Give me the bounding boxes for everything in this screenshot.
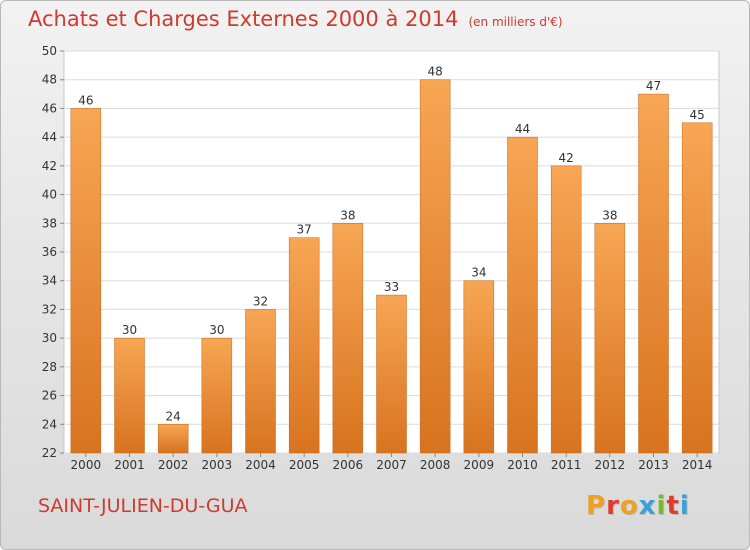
logo-letter: r — [606, 491, 620, 521]
bar — [550, 165, 582, 454]
x-tick-label: 2008 — [420, 458, 451, 472]
data-label: 37 — [297, 223, 312, 237]
data-label: 47 — [646, 79, 661, 93]
x-tick-label: 2012 — [595, 458, 626, 472]
x-tick-label: 2011 — [551, 458, 582, 472]
bar — [70, 108, 102, 454]
data-label: 34 — [471, 266, 486, 280]
title-text: Achats et Charges Externes 2000 à 2014 — [28, 7, 459, 31]
y-tick-label: 30 — [42, 331, 57, 345]
data-label: 44 — [515, 122, 530, 136]
x-tick-label: 2013 — [638, 458, 669, 472]
bar — [507, 136, 538, 454]
bars — [70, 79, 713, 454]
bar — [157, 424, 189, 454]
data-label: 30 — [122, 323, 137, 337]
bar — [638, 93, 669, 454]
data-label: 48 — [428, 65, 443, 79]
x-tick-label: 2000 — [71, 458, 102, 472]
y-axis: 22 24 26 28 30 32 34 36 38 40 42 44 46 48 50 — [42, 44, 64, 460]
bar — [463, 280, 495, 454]
bar — [681, 122, 713, 454]
y-tick-label: 50 — [42, 44, 57, 58]
bar — [114, 337, 145, 454]
x-tick-label: 2006 — [333, 458, 364, 472]
logo-letter: i — [679, 491, 690, 521]
y-tick-label: 46 — [42, 101, 57, 115]
bar — [376, 294, 407, 454]
logo-letter: o — [619, 491, 639, 521]
data-label: 45 — [690, 108, 705, 122]
data-label: 24 — [166, 409, 181, 423]
y-tick-label: 44 — [42, 130, 57, 144]
y-tick-label: 32 — [42, 302, 57, 316]
data-label: 46 — [78, 93, 93, 107]
y-tick-label: 24 — [42, 417, 57, 431]
data-label: 38 — [340, 208, 355, 222]
logo-letter: t — [666, 491, 680, 521]
x-tick-label: 2002 — [158, 458, 189, 472]
y-tick-label: 38 — [42, 216, 57, 230]
y-tick-label: 48 — [42, 73, 57, 87]
bar — [419, 79, 451, 454]
x-tick-label: 2010 — [507, 458, 538, 472]
data-label: 42 — [559, 151, 574, 165]
data-label: 38 — [602, 208, 617, 222]
x-tick-label: 2003 — [202, 458, 233, 472]
commune-name: SAINT-JULIEN-DU-GUA — [38, 495, 248, 517]
bar — [594, 223, 626, 454]
logo-letter: x — [638, 491, 657, 521]
y-tick-label: 42 — [42, 159, 57, 173]
logo-letter: P — [586, 491, 607, 521]
bar — [245, 309, 276, 454]
data-label: 32 — [253, 294, 268, 308]
x-tick-label: 2005 — [289, 458, 320, 472]
y-tick-label: 26 — [42, 389, 57, 403]
x-axis: 2000 2001 2002 2003 2004 2005 2006 2007 2008 2009… — [71, 453, 713, 472]
bar — [332, 223, 364, 454]
y-tick-label: 22 — [42, 446, 57, 460]
bar — [201, 337, 233, 454]
proxiti-logo[interactable]: Proxiti — [586, 491, 690, 521]
chart-title: Achats et Charges Externes 2000 à 2014 (e… — [28, 7, 563, 31]
y-tick-label: 28 — [42, 360, 57, 374]
x-tick-label: 2007 — [376, 458, 407, 472]
x-tick-label: 2014 — [682, 458, 713, 472]
bar — [288, 237, 320, 454]
y-tick-label: 40 — [42, 188, 57, 202]
y-tick-label: 36 — [42, 245, 57, 259]
y-tick-label: 34 — [42, 274, 57, 288]
data-labels: 46 30 24 30 32 37 38 33 48 34 44 42 38 47 45 — [78, 65, 705, 424]
unit-label: (en milliers d'€) — [468, 15, 563, 29]
x-tick-label: 2004 — [245, 458, 276, 472]
x-tick-label: 2009 — [464, 458, 495, 472]
data-label: 30 — [209, 323, 224, 337]
data-label: 33 — [384, 280, 399, 294]
x-tick-label: 2001 — [114, 458, 145, 472]
logo-letter: i — [656, 491, 667, 521]
